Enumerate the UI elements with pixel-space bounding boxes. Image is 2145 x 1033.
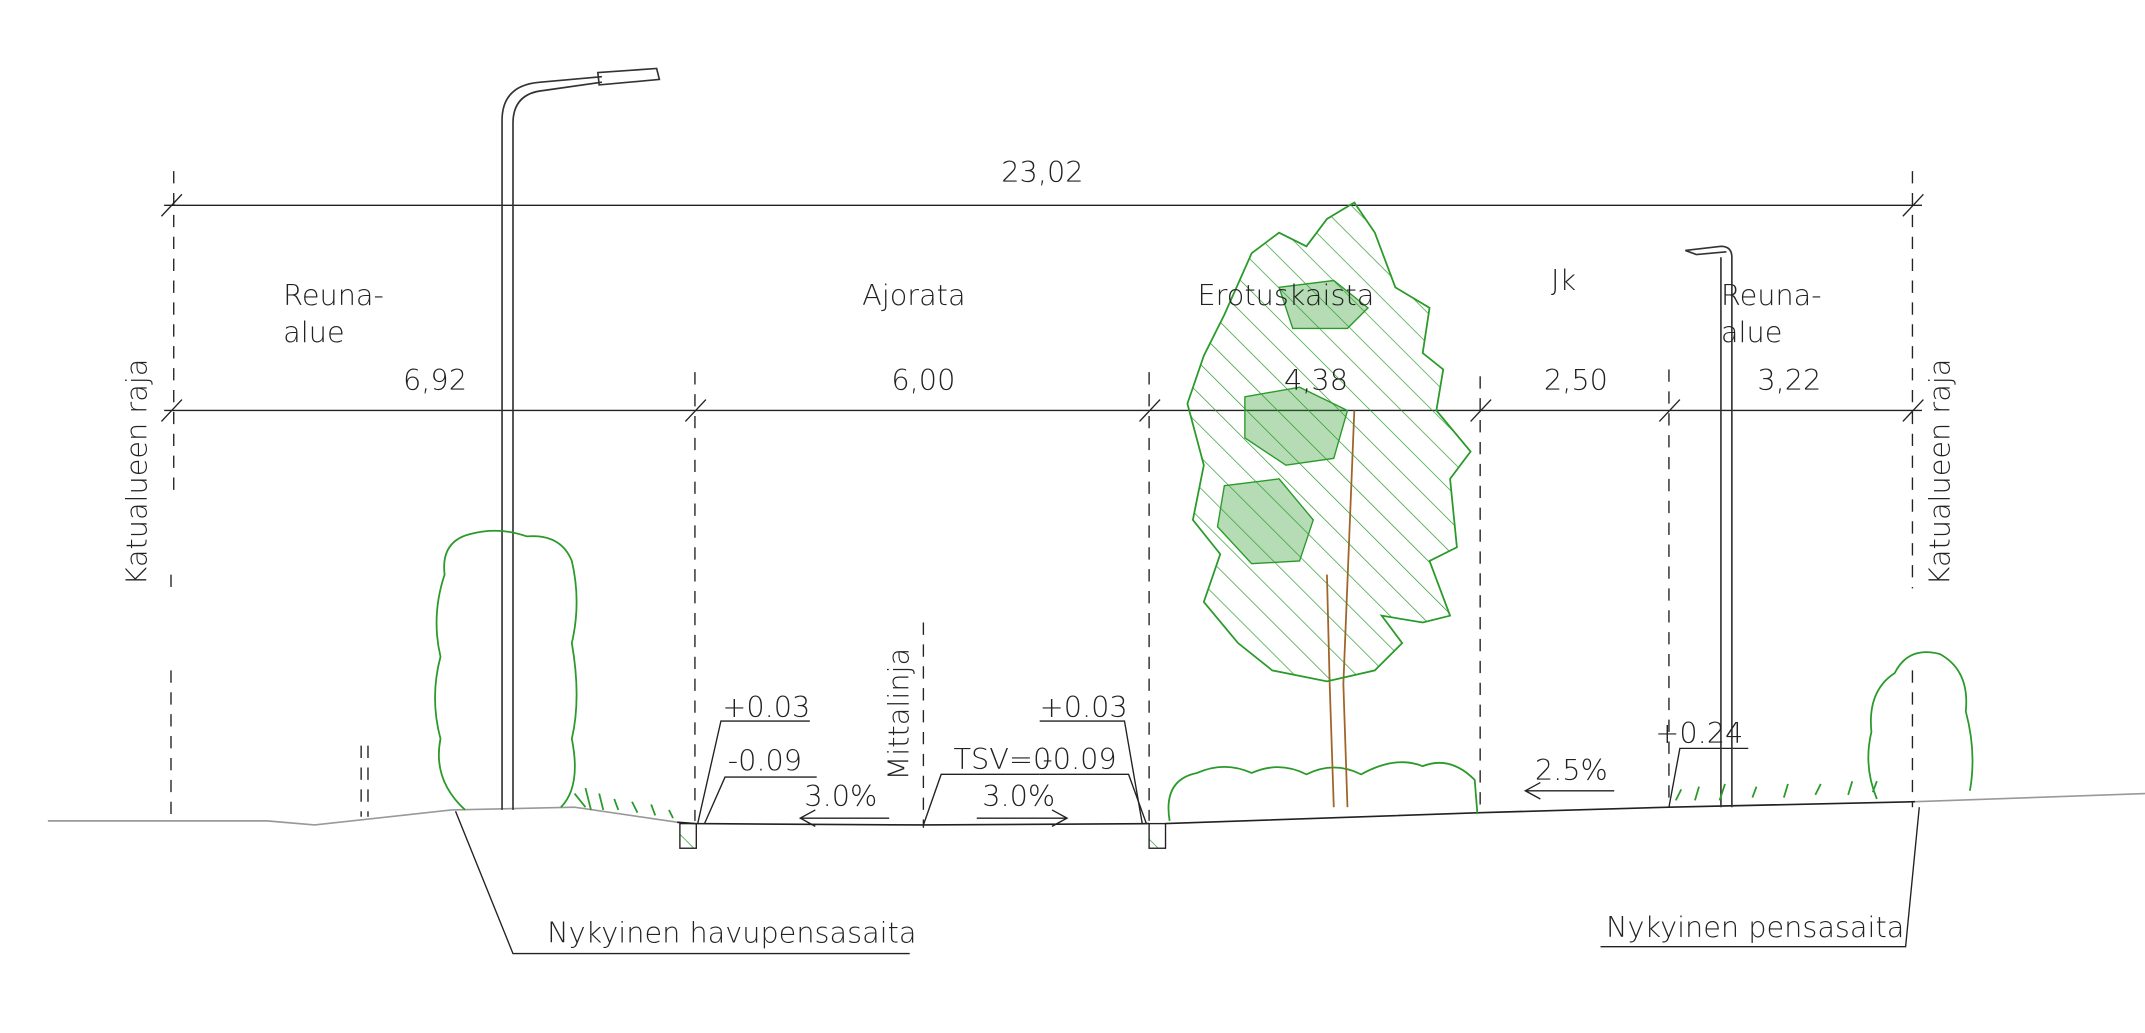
centerline-label: Mittalinja — [881, 648, 915, 781]
zone-width: 6,00 — [891, 363, 955, 397]
ground — [47, 720, 2145, 955]
zone-label: Erotuskaista — [1197, 278, 1374, 312]
level-label: +0.03 — [1040, 690, 1128, 724]
zone-label: Ajorata — [862, 278, 965, 312]
note: Nykyinen havupensasaita — [547, 916, 916, 950]
level-label: +0.24 — [1655, 716, 1743, 750]
slope-label: 3.0% — [804, 779, 877, 813]
level-label: +0.03 — [722, 690, 810, 724]
slope-label: 3.0% — [982, 779, 1055, 813]
zone-label: alue — [283, 315, 344, 349]
labels: 23,02 Reuna- alue Ajorata Erotuskaista J… — [119, 155, 1956, 950]
level-label: TSV=0 — [953, 742, 1051, 776]
slope-label: 2.5% — [1535, 753, 1608, 787]
dimensions — [160, 171, 1924, 828]
zone-label: alue — [1721, 315, 1782, 349]
level-label: -0.09 — [728, 743, 802, 777]
zone-width: 4,38 — [1284, 363, 1348, 397]
shrubs — [434, 529, 1974, 822]
zone-width: 3,22 — [1757, 363, 1821, 397]
zone-width: 2,50 — [1544, 363, 1608, 397]
zone-label: Reuna- — [283, 278, 384, 312]
zone-width: 6,92 — [403, 363, 467, 397]
level-label: -0.09 — [1042, 742, 1116, 776]
boundary-label: Katualueen raja — [1922, 359, 1956, 586]
boundary-label: Katualueen raja — [119, 359, 153, 586]
lamp-posts — [501, 67, 1733, 810]
tree — [1186, 201, 1472, 808]
note: Nykyinen pensasaita — [1606, 910, 1904, 944]
zone-label: Reuna- — [1721, 278, 1822, 312]
total-width: 23,02 — [1001, 155, 1083, 189]
zone-label: Jk — [1551, 263, 1576, 297]
